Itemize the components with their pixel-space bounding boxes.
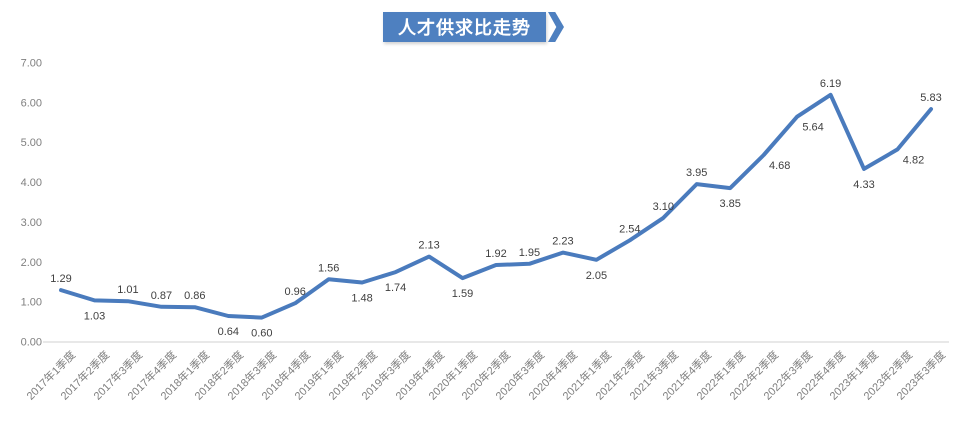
data-point-label: 3.85 xyxy=(719,198,740,210)
data-point-label: 1.01 xyxy=(117,284,138,296)
data-point-label: 2.05 xyxy=(586,270,607,282)
chart-title: 人才供求比走势 xyxy=(398,18,531,38)
data-point-label: 1.56 xyxy=(318,262,339,274)
y-axis-tick-label: 6.00 xyxy=(21,97,42,109)
data-point-label: 0.64 xyxy=(218,326,239,338)
data-point-label: 2.13 xyxy=(418,240,439,252)
y-axis-tick-label: 5.00 xyxy=(21,137,42,149)
y-axis-tick-label: 3.00 xyxy=(21,217,42,229)
y-axis-tick-label: 7.00 xyxy=(21,58,42,70)
data-point-label: 2.54 xyxy=(619,223,640,235)
data-point-label: 1.29 xyxy=(50,273,71,285)
data-point-label: 3.10 xyxy=(653,201,674,213)
data-point-label: 5.83 xyxy=(920,92,941,104)
data-point-label: 1.95 xyxy=(519,247,540,259)
data-point-label: 2.23 xyxy=(552,236,573,248)
data-point-label: 0.87 xyxy=(151,290,172,302)
data-point-label: 0.96 xyxy=(284,286,305,298)
data-point-label: 0.86 xyxy=(184,290,205,302)
data-point-label: 0.60 xyxy=(251,328,272,340)
series-line xyxy=(59,92,933,320)
data-point-label: 5.64 xyxy=(802,122,823,134)
data-point-label: 1.48 xyxy=(351,293,372,305)
data-point-label: 4.68 xyxy=(769,160,790,172)
data-point-label: 1.92 xyxy=(485,248,506,260)
chart-title-banner: 人才供求比走势 xyxy=(383,12,546,42)
data-point-label: 1.59 xyxy=(452,288,473,300)
y-axis-tick-label: 1.00 xyxy=(21,297,42,309)
data-point-label: 6.19 xyxy=(820,78,841,90)
data-point-label: 4.33 xyxy=(853,179,874,191)
y-axis-tick-label: 0.00 xyxy=(21,337,42,349)
data-point-label: 1.74 xyxy=(385,282,406,294)
data-point-label: 1.03 xyxy=(84,310,105,322)
y-axis-tick-label: 4.00 xyxy=(21,177,42,189)
y-axis-tick-label: 2.00 xyxy=(21,257,42,269)
data-point-label: 4.82 xyxy=(903,154,924,166)
data-point-label: 3.95 xyxy=(686,167,707,179)
